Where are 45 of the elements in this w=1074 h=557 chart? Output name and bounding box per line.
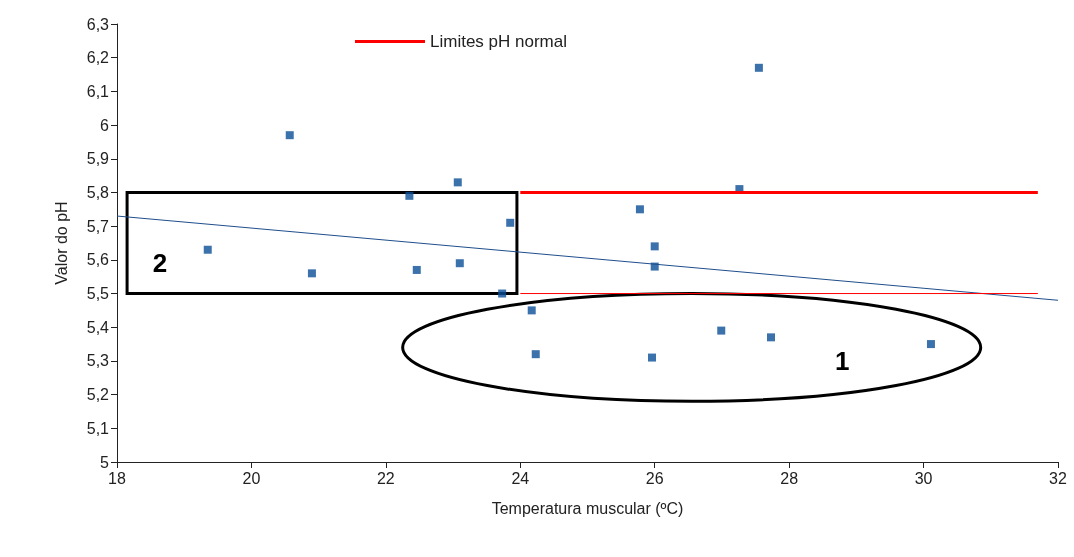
point	[531, 350, 540, 359]
point	[635, 205, 644, 214]
point	[307, 269, 316, 278]
y-tick-label: 5,2	[86, 386, 110, 404]
point	[648, 353, 657, 362]
point	[527, 306, 536, 315]
point	[285, 131, 294, 140]
annotation: 2	[152, 248, 168, 279]
point	[754, 63, 763, 72]
x-tick-label: 28	[780, 469, 799, 487]
point	[203, 245, 212, 254]
point	[650, 242, 659, 251]
y-tick-label: 5	[100, 453, 110, 471]
y-tick-label: 6,1	[86, 82, 110, 100]
y-tick-label: 5,1	[86, 419, 110, 437]
y-tick-label: 5,7	[86, 217, 110, 235]
x-tick-label: 30	[914, 469, 933, 487]
y-axis-title: Valor do pH	[52, 201, 70, 285]
y-tick-label: 5,9	[86, 150, 110, 168]
point	[766, 333, 775, 342]
x-tick-label: 32	[1049, 469, 1067, 487]
y-tick-label: 6	[100, 116, 110, 134]
legend-label: Limites pH normal	[430, 32, 567, 51]
x-tick-label: 18	[108, 469, 126, 487]
y-tick-label: 5,5	[86, 285, 110, 303]
x-tick-label: 20	[242, 469, 261, 487]
y-tick-label: 5,6	[86, 251, 110, 269]
x-tick-label: 22	[376, 469, 395, 487]
y-tick-label: 5,4	[86, 318, 110, 336]
x-tick-label: 26	[645, 469, 664, 487]
point	[405, 191, 414, 200]
y-tick-label: 6,3	[86, 15, 110, 33]
x-axis-title: Temperatura muscular (ºC)	[491, 499, 684, 517]
point	[506, 218, 515, 227]
y-tick-label: 5,3	[86, 352, 110, 370]
point	[717, 326, 726, 335]
point	[455, 259, 464, 268]
y-tick-label: 5,8	[86, 183, 110, 201]
point	[412, 265, 421, 274]
annotation: 1	[835, 345, 850, 376]
x-tick-label: 24	[511, 469, 530, 487]
y-tick-label: 6,2	[86, 49, 110, 67]
point	[453, 178, 462, 187]
point	[498, 289, 507, 298]
point	[926, 340, 935, 349]
